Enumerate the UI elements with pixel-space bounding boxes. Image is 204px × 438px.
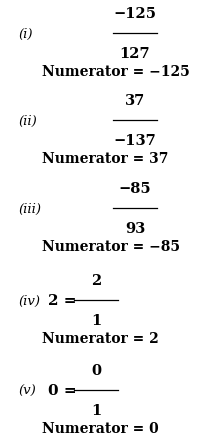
Text: 1: 1	[91, 313, 101, 327]
Text: Numerator = −125: Numerator = −125	[42, 65, 190, 79]
Text: 0: 0	[91, 363, 101, 377]
Text: 127: 127	[120, 47, 150, 61]
Text: 0 =: 0 =	[48, 383, 82, 397]
Text: −137: −137	[114, 134, 156, 148]
Text: (ii): (ii)	[18, 114, 37, 127]
Text: (iv): (iv)	[18, 294, 40, 307]
Text: 1: 1	[91, 403, 101, 417]
Text: −85: −85	[119, 182, 151, 195]
Text: Numerator = −85: Numerator = −85	[42, 240, 180, 254]
Text: Numerator = 0: Numerator = 0	[42, 421, 159, 435]
Text: (iii): (iii)	[18, 202, 41, 215]
Text: (i): (i)	[18, 28, 32, 40]
Text: Numerator = 37: Numerator = 37	[42, 152, 168, 166]
Text: 2 =: 2 =	[48, 293, 82, 307]
Text: 93: 93	[125, 222, 145, 236]
Text: (v): (v)	[18, 384, 36, 396]
Text: Numerator = 2: Numerator = 2	[42, 331, 159, 345]
Text: 2: 2	[91, 273, 101, 287]
Text: 37: 37	[125, 94, 145, 108]
Text: −125: −125	[113, 7, 156, 21]
